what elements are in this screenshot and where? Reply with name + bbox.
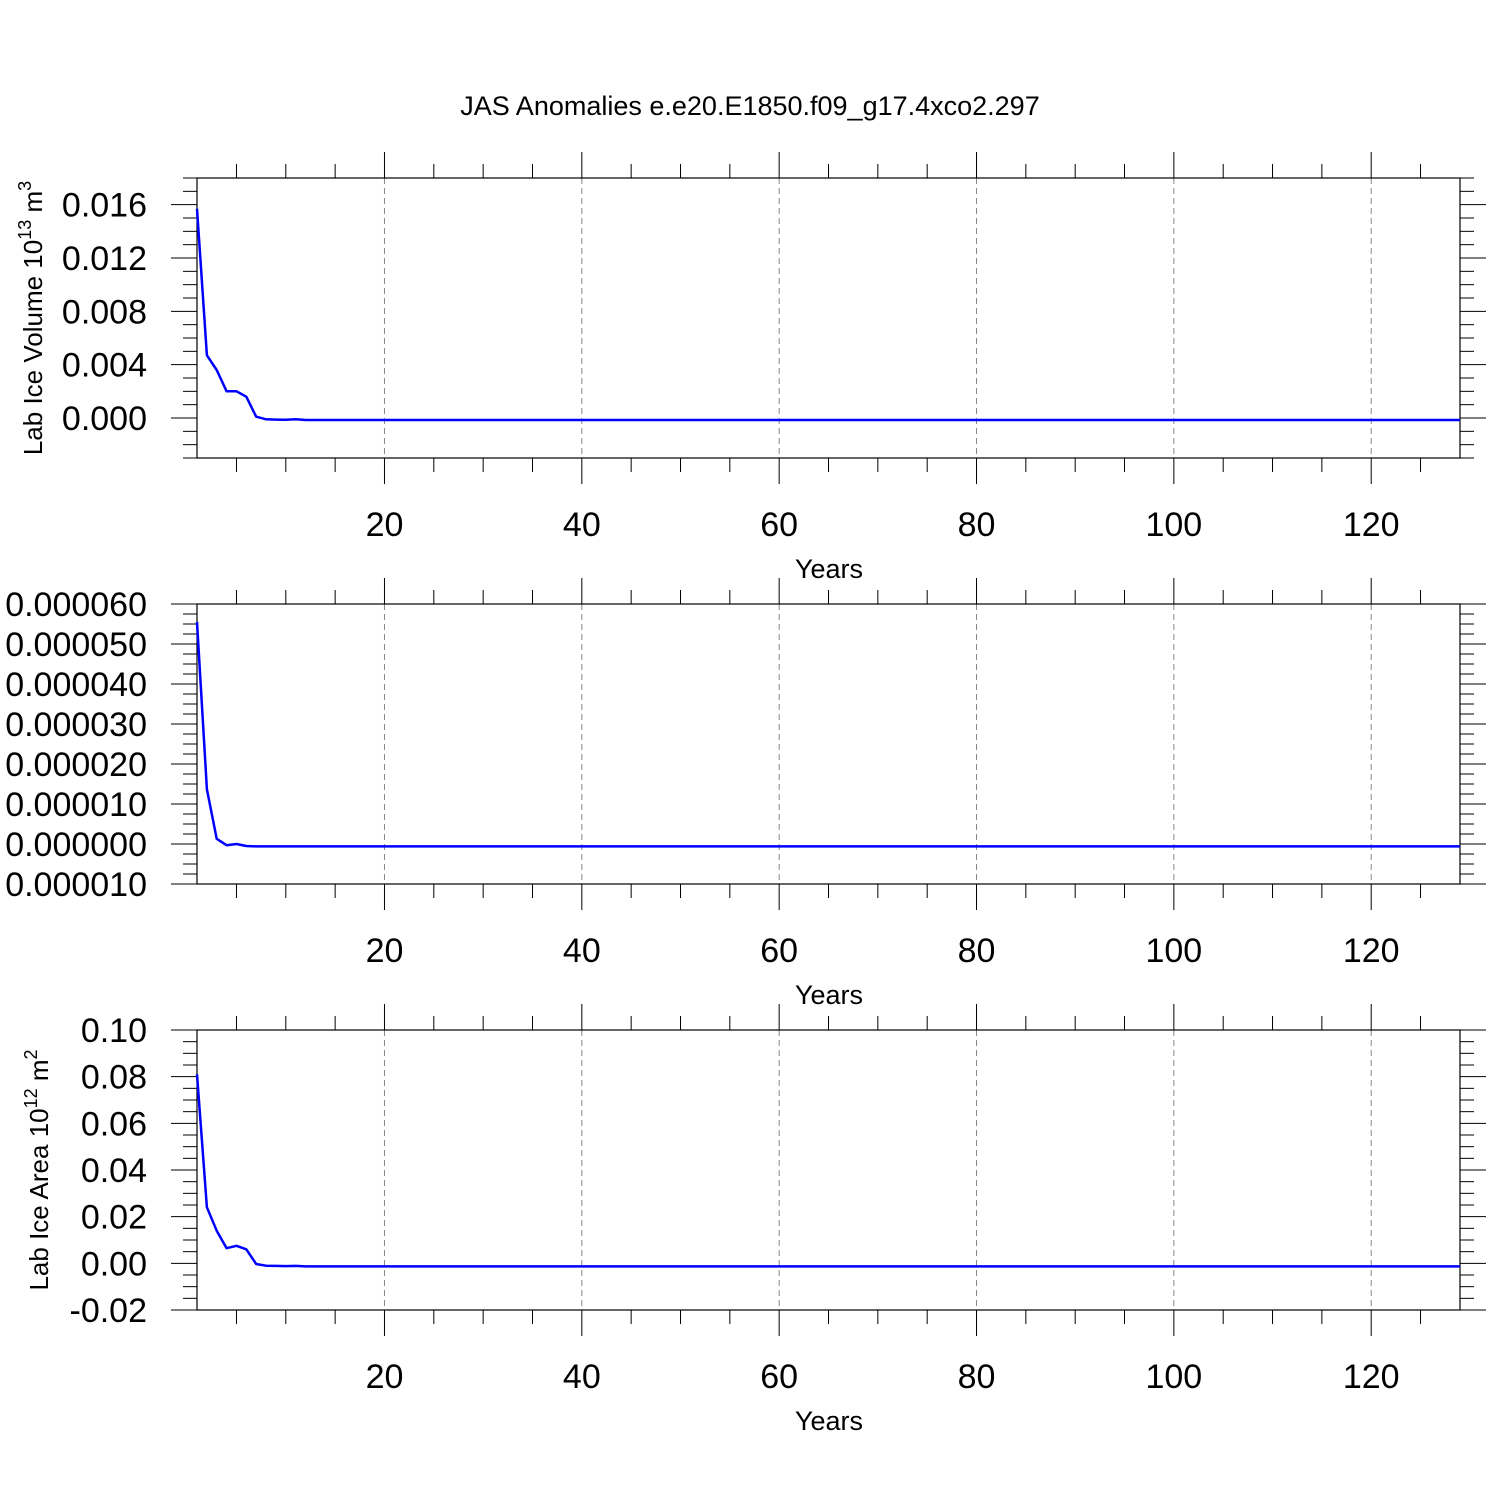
x-tick-label: 80 (958, 932, 996, 970)
y-tick-label: 0.016 (62, 187, 147, 225)
x-tick-label: 60 (760, 506, 798, 544)
x-tick-label: 20 (366, 932, 404, 970)
panel-3: 20 40 60 80 100 120 -0.02 0.00 0.02 0.04 0.06 0.08 0… (21, 1004, 1486, 1436)
series-line (195, 621, 1460, 848)
y-tick-label: 0.04 (81, 1152, 147, 1190)
y-tick-label: 0.000060 (5, 586, 147, 624)
x-tick-label: 60 (760, 932, 798, 970)
x-tick-label: 40 (563, 506, 601, 544)
x-tick-label: 40 (563, 932, 601, 970)
x-tick-label: 40 (563, 1358, 601, 1396)
plot-frame (196, 1029, 1461, 1311)
series-line (195, 208, 1460, 422)
y-tick-label: -0.02 (70, 1292, 148, 1330)
y-tick-label: 0.000030 (5, 706, 147, 744)
series-line (195, 1074, 1460, 1268)
x-tick-label: 20 (366, 506, 404, 544)
y-tick-label: 0.000000 (5, 826, 147, 864)
y-tick-label: 0.000050 (5, 626, 147, 664)
x-tick-label: 120 (1343, 932, 1400, 970)
y-tick-label: 0.000010 (5, 786, 147, 824)
x-tick-label: 20 (366, 1358, 404, 1396)
y-tick-label: 0.000010 (5, 866, 147, 904)
x-tick-label: 80 (958, 506, 996, 544)
x-tick-label: 100 (1145, 506, 1202, 544)
x-tick-label: 100 (1145, 1358, 1202, 1396)
y-axis-label: Lab Ice Area 1012 m2 (21, 1049, 54, 1290)
x-axis-label: Years (795, 1406, 863, 1436)
y-axis-label: Lab Ice Volume 1013 m3 (15, 181, 48, 455)
x-axis-label: Years (795, 980, 863, 1010)
plot-frame (196, 603, 1461, 885)
y-tick-label: 0.00 (81, 1245, 147, 1283)
y-tick-label: 0.008 (62, 293, 147, 331)
y-tick-label: 0.08 (81, 1059, 147, 1097)
x-tick-label: 80 (958, 1358, 996, 1396)
panel-2: 20 40 60 80 100 1200.0000100.0000000.0000100.… (5, 578, 1486, 1010)
y-tick-label: 0.02 (81, 1199, 147, 1237)
panel-1: 20 40 60 80 100 120 0.000 0.004 0.008 0.012 0.016 Y… (15, 152, 1486, 584)
y-tick-label: 0.012 (62, 240, 147, 278)
figure-title: JAS Anomalies e.e20.E1850.f09_g17.4xco2.… (460, 91, 1039, 121)
plot-frame (196, 177, 1461, 459)
x-tick-label: 120 (1343, 1358, 1400, 1396)
y-tick-label: 0.004 (62, 347, 147, 385)
y-tick-label: 0.000020 (5, 746, 147, 784)
x-tick-label: 100 (1145, 932, 1202, 970)
x-axis-label: Years (795, 554, 863, 584)
y-tick-label: 0.10 (81, 1012, 147, 1050)
y-tick-label: 0.06 (81, 1105, 147, 1143)
y-tick-label: 0.000040 (5, 666, 147, 704)
x-tick-label: 60 (760, 1358, 798, 1396)
y-tick-label: 0.000 (62, 400, 147, 438)
x-tick-label: 120 (1343, 506, 1400, 544)
